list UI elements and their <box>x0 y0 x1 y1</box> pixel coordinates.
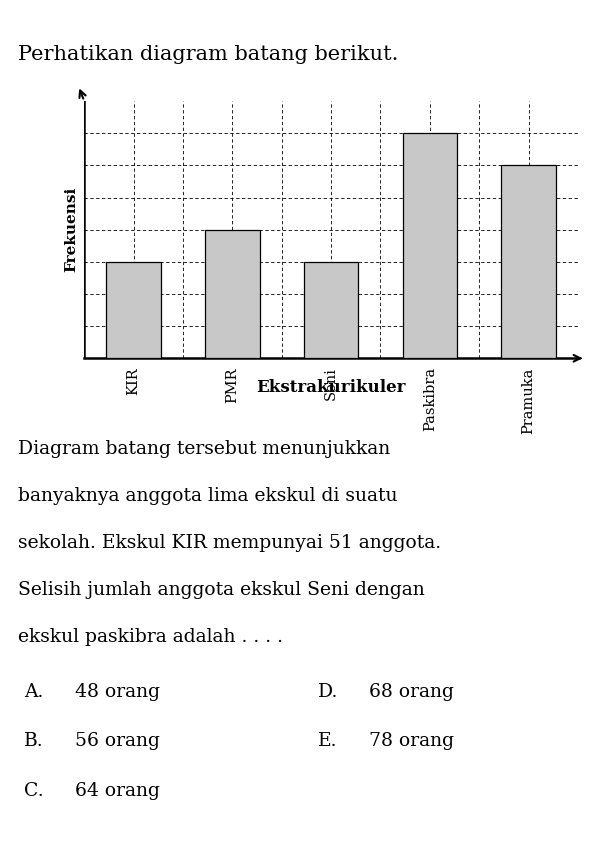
Text: A.: A. <box>23 684 43 701</box>
Text: Selisih jumlah anggota ekskul Seni dengan: Selisih jumlah anggota ekskul Seni denga… <box>18 581 425 599</box>
Text: banyaknya anggota lima ekskul di suatu: banyaknya anggota lima ekskul di suatu <box>18 487 397 505</box>
Text: E.: E. <box>318 733 338 750</box>
Bar <box>107 262 161 358</box>
Text: Diagram batang tersebut menunjukkan: Diagram batang tersebut menunjukkan <box>18 440 390 458</box>
Text: ekskul paskibra adalah . . . .: ekskul paskibra adalah . . . . <box>18 628 283 647</box>
Bar <box>501 165 556 358</box>
Bar <box>205 230 259 358</box>
Bar <box>403 133 457 358</box>
Text: C.: C. <box>23 781 43 799</box>
Text: 48 orang: 48 orang <box>75 684 160 701</box>
Text: Perhatikan diagram batang berikut.: Perhatikan diagram batang berikut. <box>18 46 399 64</box>
Text: Ekstrakurikuler: Ekstrakurikuler <box>256 379 406 396</box>
Text: sekolah. Ekskul KIR mempunyai 51 anggota.: sekolah. Ekskul KIR mempunyai 51 anggota… <box>18 534 441 552</box>
Text: B.: B. <box>23 733 43 750</box>
Bar <box>304 262 358 358</box>
Y-axis label: Frekuensi: Frekuensi <box>65 187 79 272</box>
Text: 56 orang: 56 orang <box>75 733 160 750</box>
Text: 64 orang: 64 orang <box>75 781 160 799</box>
Text: 78 orang: 78 orang <box>369 733 454 750</box>
Text: 68 orang: 68 orang <box>369 684 454 701</box>
Text: D.: D. <box>318 684 338 701</box>
